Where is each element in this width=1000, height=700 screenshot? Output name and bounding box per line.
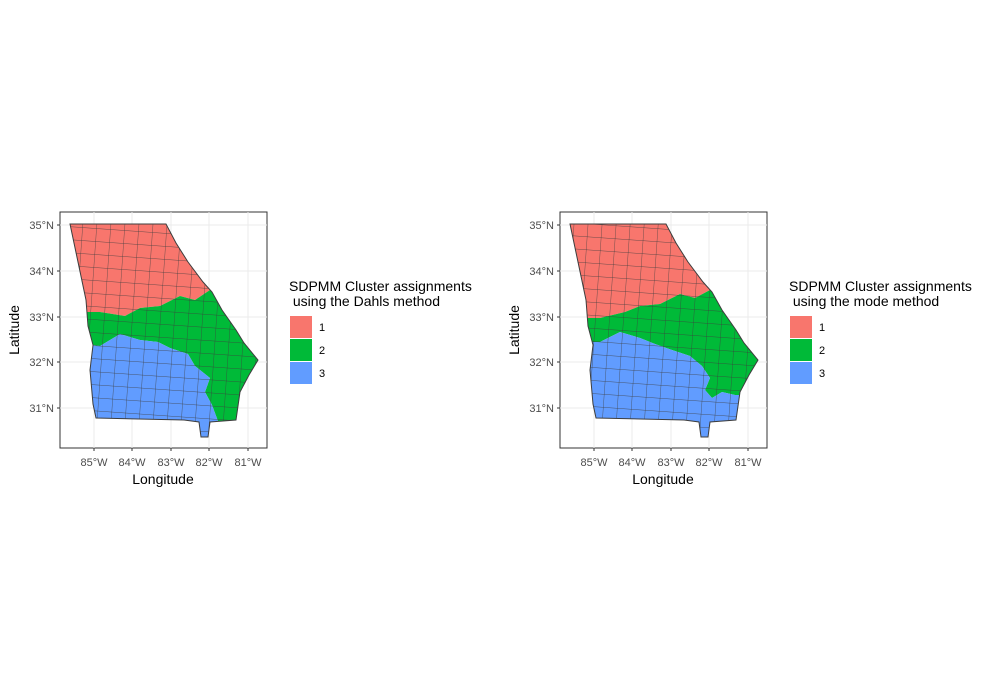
legend-title-line1: SDPMM Cluster assignments — [789, 278, 972, 294]
x-axis-title: Longitude — [132, 471, 194, 487]
legend-key-cluster-1 — [790, 316, 812, 338]
y-tick-label: 34°N — [29, 266, 54, 278]
x-tick-label: 83°W — [157, 457, 185, 469]
legend-key-cluster-2 — [290, 339, 312, 361]
y-tick-label: 35°N — [529, 220, 554, 232]
legend-key-cluster-1 — [290, 316, 312, 338]
legend-label-cluster-2: 2 — [319, 345, 325, 357]
y-axis-title: Latitude — [6, 305, 22, 355]
legend-right: SDPMM Cluster assignments using the mode… — [789, 278, 972, 384]
legend-label-cluster-2: 2 — [819, 345, 825, 357]
y-tick-label: 31°N — [29, 403, 54, 415]
y-tick-label: 35°N — [29, 220, 54, 232]
x-axis-title: Longitude — [632, 471, 694, 487]
x-tick-label: 82°W — [195, 457, 223, 469]
y-tick-label: 32°N — [529, 357, 554, 369]
legend-label-cluster-3: 3 — [319, 368, 325, 380]
y-tick-label: 33°N — [29, 312, 54, 324]
legend-key-cluster-3 — [290, 362, 312, 384]
x-tick-label: 84°W — [118, 457, 146, 469]
x-tick-label: 85°W — [80, 457, 108, 469]
legend-key-cluster-2 — [790, 339, 812, 361]
y-tick-label: 34°N — [529, 266, 554, 278]
x-tick-label: 82°W — [695, 457, 723, 469]
x-tick-label: 85°W — [580, 457, 608, 469]
legend-title-line1: SDPMM Cluster assignments — [289, 278, 472, 294]
legend-label-cluster-3: 3 — [819, 368, 825, 380]
x-tick-label: 81°W — [234, 457, 262, 469]
legend-title-line2: using the mode method — [789, 293, 939, 309]
y-axis-title: Latitude — [506, 305, 522, 355]
x-tick-label: 83°W — [657, 457, 685, 469]
legend-label-cluster-1: 1 — [319, 322, 325, 334]
legend-key-cluster-3 — [790, 362, 812, 384]
state-outline-right — [569, 223, 759, 438]
y-tick-label: 33°N — [529, 312, 554, 324]
legend-left: SDPMM Cluster assignments using the Dahl… — [289, 278, 472, 384]
x-tick-label: 81°W — [734, 457, 762, 469]
map-panel-right: 35°N 34°N 33°N 32°N 31°N 85°W 84°W 83°W … — [506, 211, 768, 487]
legend-label-cluster-1: 1 — [819, 322, 825, 334]
state-outline-left — [69, 223, 259, 438]
y-tick-label: 31°N — [529, 403, 554, 415]
y-tick-label: 32°N — [29, 357, 54, 369]
x-tick-label: 84°W — [618, 457, 646, 469]
legend-title-line2: using the Dahls method — [289, 293, 440, 309]
map-panel-left: 35°N 34°N 33°N 32°N 31°N 85°W 84°W 83°W … — [6, 211, 268, 487]
